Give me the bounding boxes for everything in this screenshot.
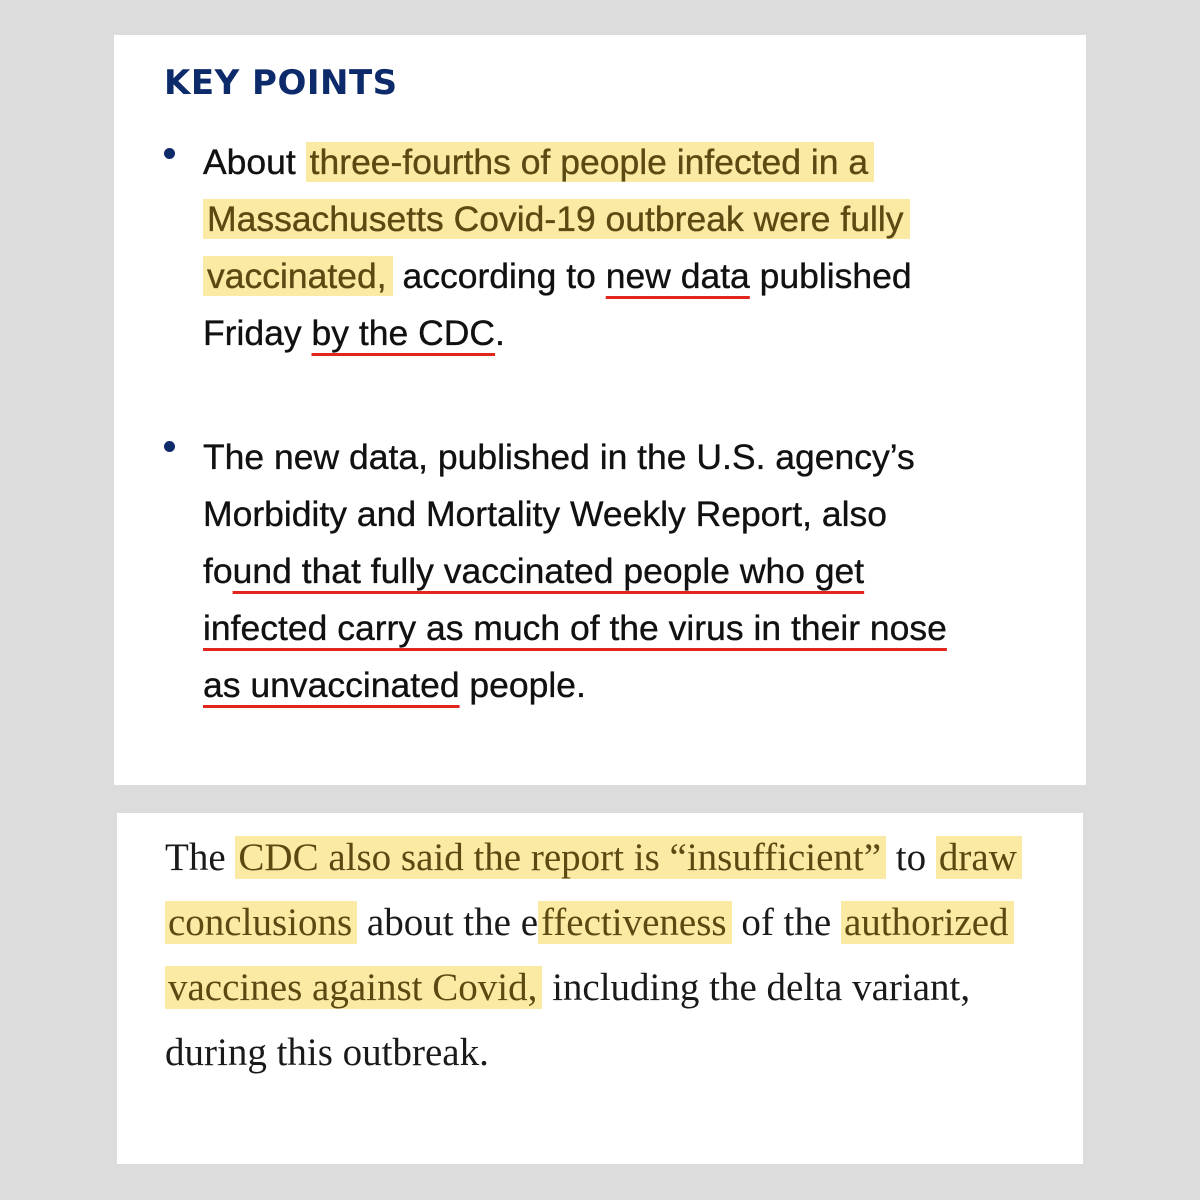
paragraph-text: of the xyxy=(731,901,841,944)
paragraph-text: about the e xyxy=(357,901,539,944)
key-point-1-text: according to xyxy=(392,256,606,296)
bullet-dot-icon xyxy=(164,441,175,452)
key-point-1: About three-fourths of people infected i… xyxy=(203,134,983,362)
bullet-dot-icon xyxy=(164,148,175,159)
paragraph-text: to xyxy=(886,836,936,879)
paragraph-text: The xyxy=(165,836,236,879)
underlined-text: by the CDC xyxy=(311,313,495,353)
key-point-1-text: About xyxy=(203,142,306,182)
article-excerpt-card: The CDC also said the report is “insuffi… xyxy=(117,813,1083,1164)
key-point-1-text: . xyxy=(494,313,505,353)
key-point-1-text: published Friday xyxy=(203,256,912,353)
key-point-2: The new data, published in the U.S. agen… xyxy=(203,429,983,714)
key-point-2-text: people. xyxy=(459,665,586,705)
highlighted-text: ffectiveness xyxy=(538,901,732,944)
key-point-2-text: The new data, published in the U.S. agen… xyxy=(203,437,915,591)
key-points-heading: KEY POINTS xyxy=(164,63,398,103)
underlined-text: und that fully vaccinated people who get… xyxy=(203,551,947,705)
article-paragraph: The CDC also said the report is “insuffi… xyxy=(165,825,1045,1085)
key-points-card: KEY POINTS About three-fourths of people… xyxy=(114,35,1086,785)
highlighted-text: CDC also said the report is “insufficien… xyxy=(235,836,887,879)
paragraph-text: including the delta variant, during this… xyxy=(165,966,971,1074)
underlined-text: new data xyxy=(605,256,750,296)
